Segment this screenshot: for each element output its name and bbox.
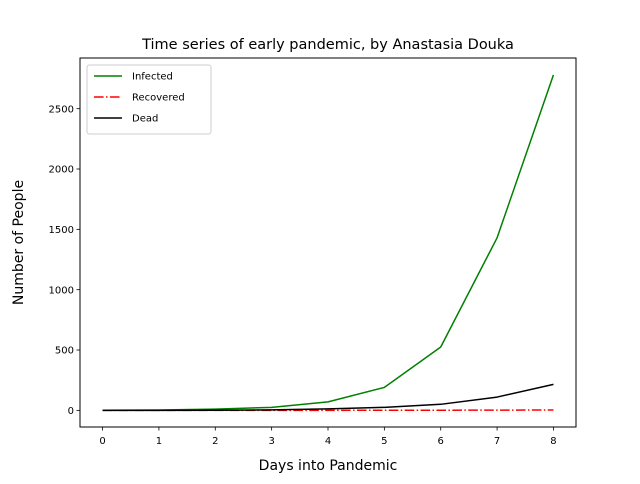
chart-title: Time series of early pandemic, by Anasta… — [141, 37, 514, 53]
y-tick-label: 1500 — [49, 225, 74, 236]
legend-label-recovered: Recovered — [132, 93, 185, 104]
x-tick-label: 0 — [99, 436, 105, 447]
x-axis-label: Days into Pandemic — [259, 458, 398, 474]
y-tick-label: 2500 — [49, 104, 74, 115]
y-axis-label: Number of People — [11, 180, 27, 305]
x-tick-label: 2 — [212, 436, 218, 447]
legend-label-infected: Infected — [132, 72, 173, 83]
x-tick-label: 8 — [550, 436, 556, 447]
x-tick-label: 4 — [325, 436, 331, 447]
y-tick-label: 0 — [68, 406, 74, 417]
x-tick-label: 1 — [156, 436, 162, 447]
legend: Infected Recovered Dead — [87, 65, 211, 134]
y-tick-label: 500 — [55, 346, 74, 357]
legend-label-dead: Dead — [132, 114, 158, 125]
y-tick-label: 2000 — [49, 165, 74, 176]
x-tick-label: 6 — [438, 436, 444, 447]
x-tick-label: 5 — [381, 436, 387, 447]
x-tick-label: 7 — [494, 436, 500, 447]
x-tick-label: 3 — [268, 436, 274, 447]
y-tick-label: 1000 — [49, 285, 74, 296]
